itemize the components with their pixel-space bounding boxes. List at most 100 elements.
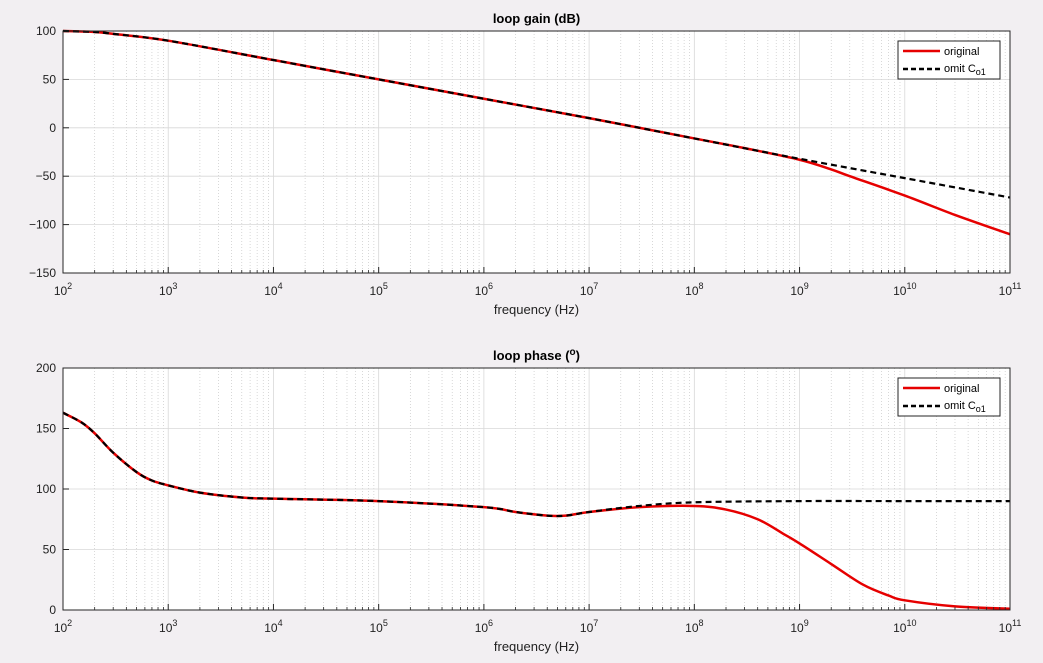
phase-x-tick-label: 103 (159, 618, 177, 635)
gain-series (62, 29, 1011, 236)
phase-series-omit (62, 411, 1010, 518)
gain-x-tick-label: 104 (264, 281, 282, 298)
gain-legend-omit-name: omit C (944, 63, 976, 75)
phase-y-tick-label: 0 (49, 603, 56, 617)
gain-x-tick-label: 105 (369, 281, 387, 298)
phase-x-tick-exp: 5 (383, 618, 388, 628)
gain-legend: original omit Co1 (897, 40, 1001, 80)
gain-axes-frame (62, 30, 1011, 274)
gain-x-tick-base: 10 (893, 284, 907, 298)
gain-x-tick-label: 1011 (999, 281, 1022, 298)
phase-title-end: ) (576, 348, 580, 363)
phase-x-tick-base: 10 (893, 621, 907, 635)
gain-x-tick-label: 103 (159, 281, 177, 298)
gain-x-tick-base: 10 (580, 284, 594, 298)
gain-x-axis-label: frequency (Hz) (494, 302, 579, 317)
gain-y-tick-label: −50 (36, 169, 57, 183)
gain-x-tick-label: 107 (580, 281, 598, 298)
gain-x-tick-base: 10 (264, 284, 278, 298)
phase-x-tick-label: 108 (685, 618, 703, 635)
phase-ticks: 102 103 104 105 106 107 108 109 1010 101120015010… (36, 361, 1021, 635)
phase-x-tick-base: 10 (999, 621, 1013, 635)
phase-x-tick-exp: 3 (172, 618, 177, 628)
gain-x-tick-exp: 7 (593, 281, 598, 291)
gain-x-tick-label: 106 (475, 281, 493, 298)
gain-y-tick-label: −150 (29, 266, 56, 280)
phase-x-tick-base: 10 (264, 621, 278, 635)
phase-title-main: loop phase ( (493, 348, 570, 363)
gain-x-tick-exp: 11 (1012, 281, 1021, 291)
gain-x-tick-exp: 5 (383, 281, 388, 291)
gain-x-tick-base: 10 (159, 284, 173, 298)
gain-x-tick-label: 102 (54, 281, 72, 298)
gain-legend-omit-label: omit Co1 (944, 63, 986, 77)
phase-x-tick-label: 102 (54, 618, 72, 635)
phase-x-tick-exp: 2 (67, 618, 72, 628)
phase-title-degree: o (570, 347, 576, 358)
phase-series (62, 411, 1011, 611)
phase-x-tick-base: 10 (369, 621, 383, 635)
phase-legend: original omit Co1 (897, 377, 1001, 417)
gain-x-tick-exp: 4 (278, 281, 283, 291)
phase-x-tick-base: 10 (475, 621, 489, 635)
phase-legend-original-label: original (944, 383, 979, 395)
phase-chart: 102 103 104 105 106 107 108 109 1010 101120015010… (36, 347, 1021, 654)
phase-x-tick-label: 106 (475, 618, 493, 635)
gain-x-tick-label: 1010 (893, 281, 916, 298)
gain-x-tick-exp: 8 (699, 281, 704, 291)
phase-x-tick-label: 104 (264, 618, 282, 635)
gain-legend-omit-sub: o1 (976, 67, 986, 77)
phase-y-tick-label: 150 (36, 422, 56, 436)
phase-x-tick-exp: 10 (906, 618, 916, 628)
gain-grid (62, 30, 1011, 274)
gain-x-tick-exp: 2 (67, 281, 72, 291)
phase-legend-omit-name: omit C (944, 400, 976, 412)
gain-x-tick-base: 10 (369, 284, 383, 298)
gain-x-tick-exp: 9 (804, 281, 809, 291)
gain-x-tick-exp: 6 (488, 281, 493, 291)
gain-x-tick-base: 10 (790, 284, 804, 298)
phase-x-tick-base: 10 (790, 621, 804, 635)
gain-x-tick-exp: 10 (906, 281, 916, 291)
phase-x-tick-exp: 8 (699, 618, 704, 628)
gain-chart-title: loop gain (dB) (493, 11, 580, 26)
phase-x-tick-base: 10 (54, 621, 68, 635)
phase-x-tick-label: 1010 (893, 618, 916, 635)
phase-y-tick-label: 50 (43, 543, 57, 557)
phase-chart-title: loop phase (o) (493, 347, 580, 363)
phase-x-tick-label: 109 (790, 618, 808, 635)
gain-x-tick-label: 109 (790, 281, 808, 298)
gain-x-tick-label: 108 (685, 281, 703, 298)
phase-x-tick-label: 105 (369, 618, 387, 635)
gain-legend-original-label: original (944, 46, 979, 58)
gain-ticks: 102 103 104 105 106 107 108 109 1010 1011100500−5… (29, 24, 1021, 298)
phase-x-tick-exp: 4 (278, 618, 283, 628)
gain-chart: 102 103 104 105 106 107 108 109 1010 1011100500−5… (29, 11, 1021, 317)
phase-x-axis-label: frequency (Hz) (494, 639, 579, 654)
gain-y-tick-label: 50 (43, 72, 57, 86)
phase-x-tick-base: 10 (685, 621, 699, 635)
gain-series-omit (62, 29, 1011, 199)
phase-legend-omit-label: omit Co1 (944, 400, 986, 414)
phase-x-tick-exp: 6 (488, 618, 493, 628)
phase-legend-box (897, 377, 1001, 417)
gain-x-tick-exp: 3 (172, 281, 177, 291)
phase-x-tick-base: 10 (159, 621, 173, 635)
gain-x-tick-base: 10 (999, 284, 1013, 298)
gain-axes-background (63, 31, 1010, 273)
phase-x-tick-exp: 7 (593, 618, 598, 628)
phase-x-tick-label: 1011 (999, 618, 1022, 635)
phase-y-tick-label: 100 (36, 482, 56, 496)
gain-y-tick-label: −100 (29, 218, 56, 232)
gain-y-tick-label: 0 (49, 121, 56, 135)
gain-legend-box (897, 40, 1001, 80)
gain-y-tick-label: 100 (36, 24, 56, 38)
phase-x-tick-label: 107 (580, 618, 598, 635)
gain-x-tick-base: 10 (685, 284, 699, 298)
phase-y-tick-label: 200 (36, 361, 56, 375)
gain-x-tick-base: 10 (54, 284, 68, 298)
phase-x-tick-base: 10 (580, 621, 594, 635)
phase-legend-omit-sub: o1 (976, 404, 986, 414)
gain-x-tick-base: 10 (475, 284, 489, 298)
